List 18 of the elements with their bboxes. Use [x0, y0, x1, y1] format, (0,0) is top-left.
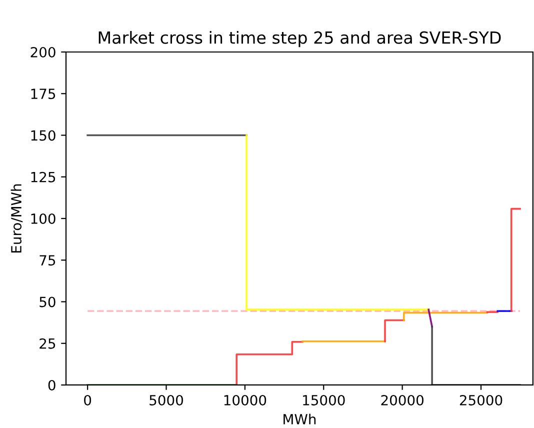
chart-title: Market cross in time step 25 and area SVER-SYD — [98, 31, 501, 48]
y-tick-label: 25 — [40, 338, 56, 349]
x-tick-label: 15000 — [303, 394, 345, 406]
y-axis-title: Euro/MWh — [10, 184, 23, 252]
y-tick-label: 150 — [31, 130, 56, 141]
x-tick-label: 0 — [84, 394, 92, 406]
y-tick-label: 200 — [30, 46, 56, 58]
y-tick-label: 125 — [31, 172, 56, 182]
x-axis-title: MWh — [284, 414, 316, 424]
x-tick-label: 20000 — [381, 394, 424, 406]
y-tick-label: 100 — [31, 213, 56, 224]
y-tick-label: 50 — [40, 296, 56, 308]
y-tick-label: 75 — [40, 255, 56, 266]
x-tick-label: 25000 — [460, 394, 502, 406]
x-tick-label: 5000 — [150, 394, 183, 406]
y-tick-label: 175 — [31, 88, 56, 100]
y-tick-label: 0 — [48, 380, 56, 390]
x-tick-label: 10000 — [224, 394, 266, 406]
